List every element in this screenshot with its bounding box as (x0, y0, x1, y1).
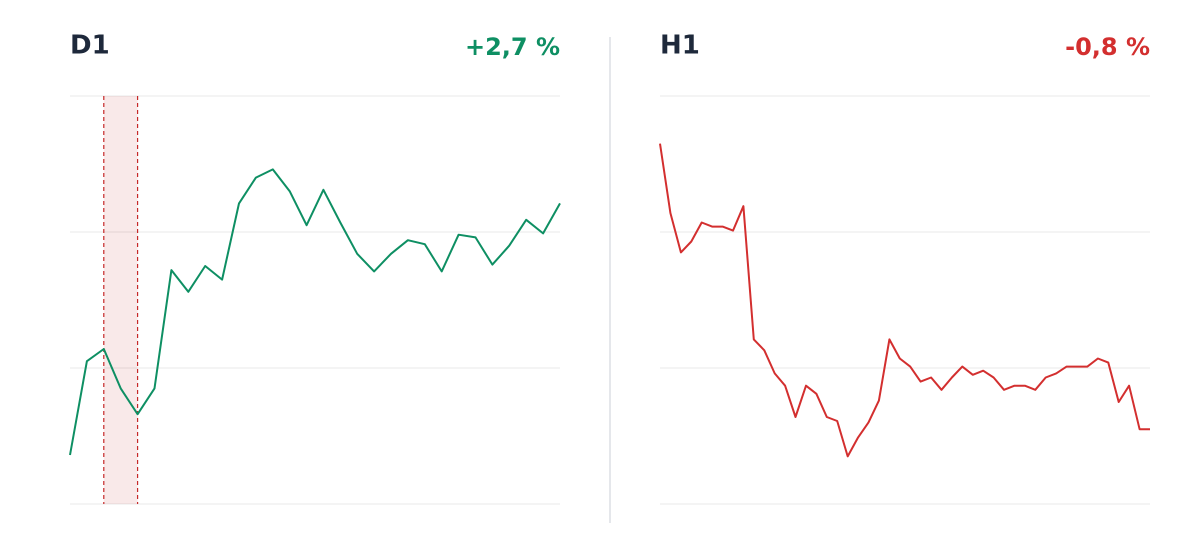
panel-title: H1 (660, 31, 700, 61)
change-label: +2,7 % (465, 33, 560, 61)
panel-title: D1 (70, 31, 110, 61)
highlight-band (103, 96, 138, 504)
price-line (659, 143, 1150, 458)
price-line (69, 168, 561, 456)
change-label: -0,8 % (1065, 33, 1150, 61)
